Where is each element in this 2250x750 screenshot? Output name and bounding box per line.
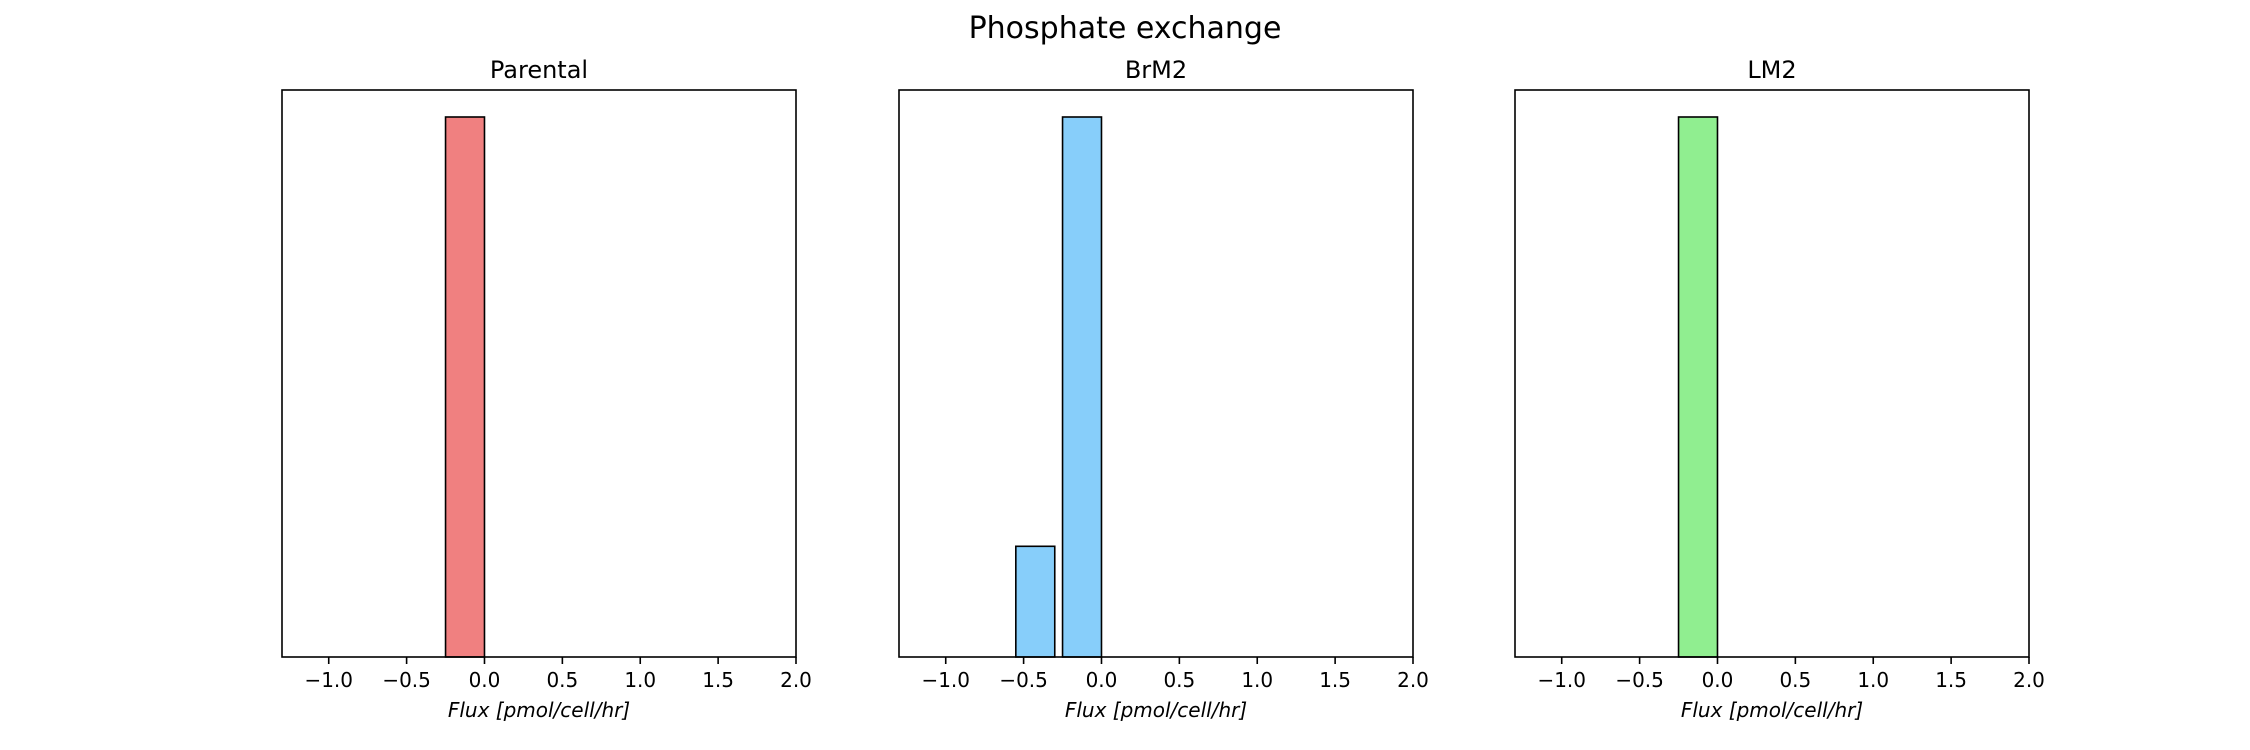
x-tick-label: 0.0 [469, 668, 501, 692]
x-tick-label: 0.0 [1702, 668, 1734, 692]
x-tick-label: 1.0 [1241, 668, 1273, 692]
histogram-bar [1677, 116, 1719, 658]
x-tick-label: 1.0 [1857, 668, 1889, 692]
x-tick-label: 1.5 [1935, 668, 1967, 692]
histogram-bar [444, 116, 486, 658]
panel-title: Parental [490, 56, 588, 84]
panel-brm2: BrM2 Flux [pmol/cell/hr] −1.0 −0.5 0.0 0.5 1… [898, 56, 1429, 722]
x-tick-label: −1.0 [304, 668, 353, 692]
x-tick-label: 0.5 [1779, 668, 1811, 692]
x-tick-label: 0.0 [1086, 668, 1118, 692]
x-tick-label: −1.0 [921, 668, 970, 692]
x-tick-label: 1.5 [1319, 668, 1351, 692]
axes-frame [1514, 89, 2030, 658]
x-tick-label: −1.0 [1537, 668, 1586, 692]
x-axis-label: Flux [pmol/cell/hr] [448, 698, 630, 722]
x-tick-label: 1.0 [624, 668, 656, 692]
x-tick-label: 1.5 [702, 668, 734, 692]
panel-parental: Parental Flux [pmol/cell/hr] −1.0 −0.5 0.0… [281, 56, 812, 722]
x-tick-label: 0.5 [546, 668, 578, 692]
axes-frame [281, 89, 797, 658]
panel-lm2: LM2 Flux [pmol/cell/hr] −1.0 −0.5 0.0 0.5 1.… [1514, 56, 2045, 722]
x-tick-label: −0.5 [382, 668, 431, 692]
x-tick-label: −0.5 [999, 668, 1048, 692]
figure-title: Phosphate exchange [969, 11, 1282, 46]
panel-title: BrM2 [1125, 56, 1187, 84]
x-tick-label: 2.0 [1397, 668, 1429, 692]
x-tick-label: 0.5 [1163, 668, 1195, 692]
x-axis-label: Flux [pmol/cell/hr] [1065, 698, 1247, 722]
axes-frame [898, 89, 1414, 658]
x-tick-label: 2.0 [2013, 668, 2045, 692]
x-tick-label: −0.5 [1615, 668, 1664, 692]
x-axis-label: Flux [pmol/cell/hr] [1681, 698, 1863, 722]
x-tick-label: 2.0 [780, 668, 812, 692]
histogram-bar [1061, 116, 1103, 658]
histogram-bar [1015, 545, 1056, 658]
panel-title: LM2 [1747, 56, 1796, 84]
